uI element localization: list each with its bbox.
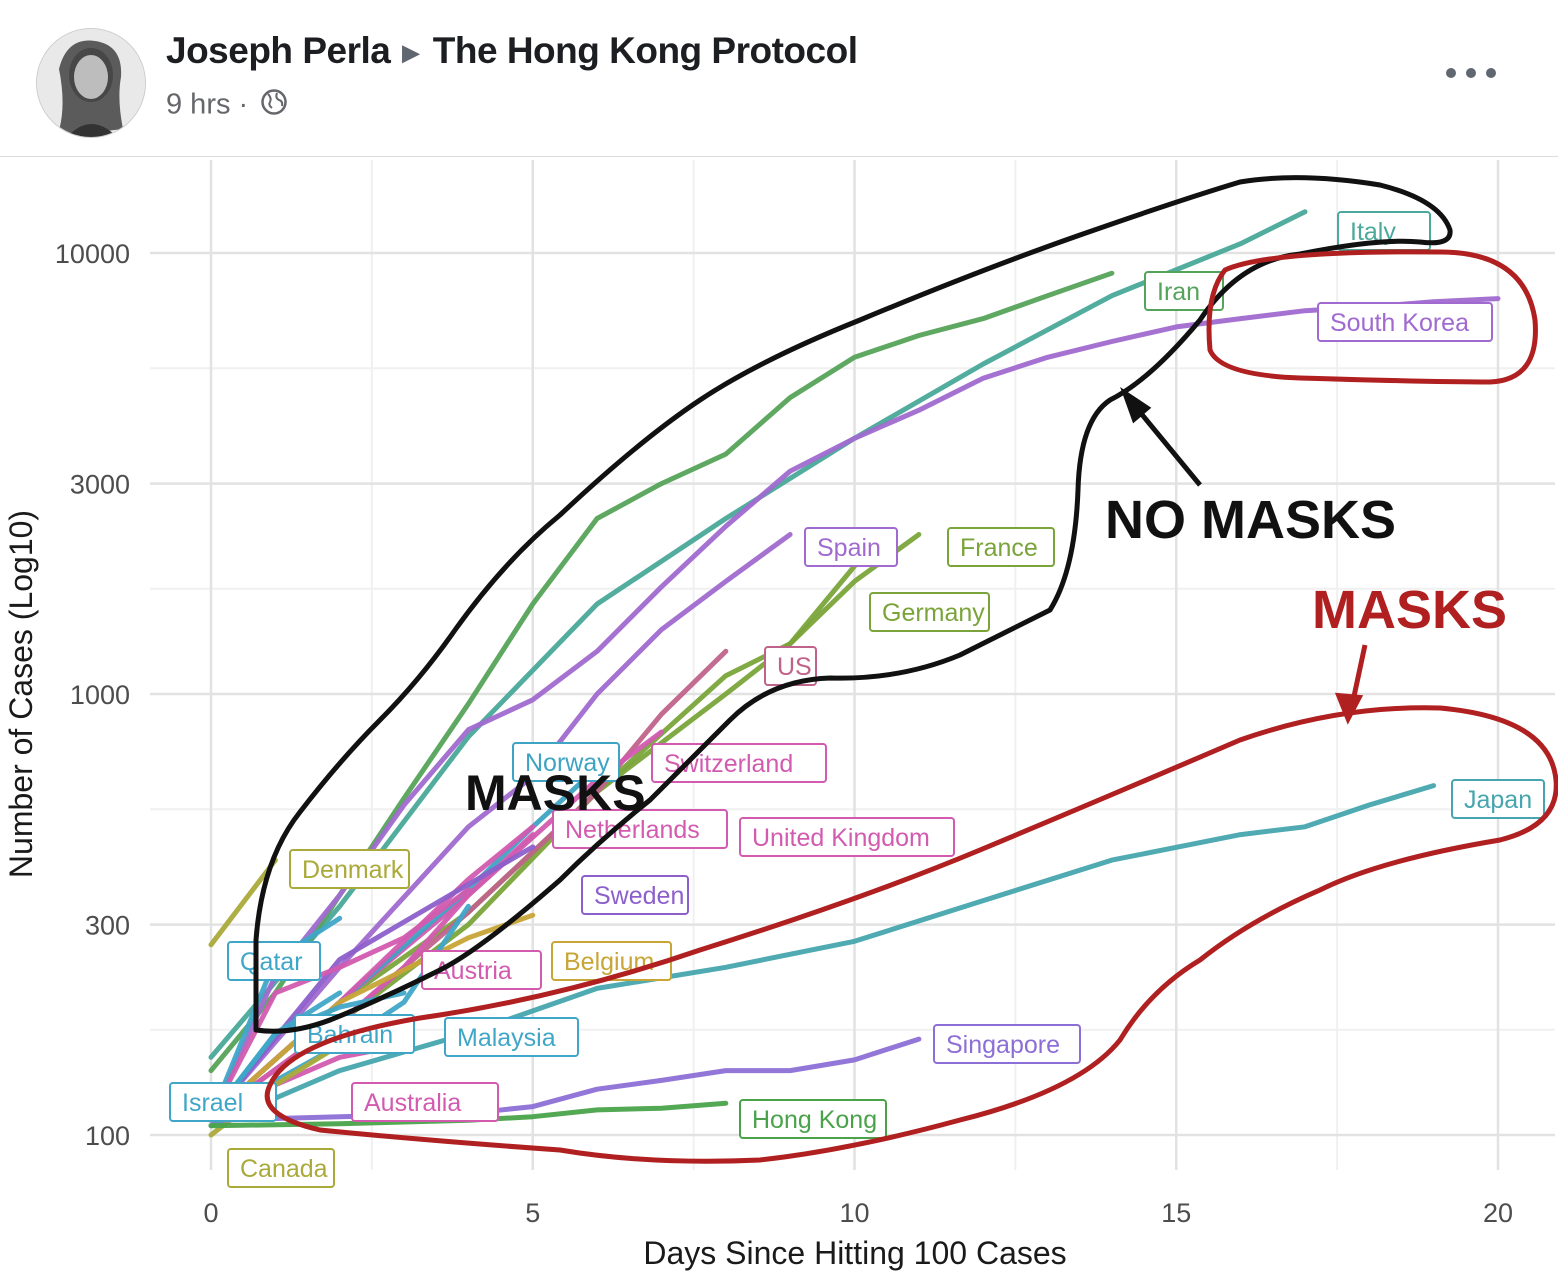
series-label-text: Austria bbox=[434, 957, 512, 985]
series-label-text: US bbox=[777, 653, 812, 681]
y-tick-label: 10000 bbox=[55, 239, 130, 269]
axes: 0 5 10 15 20 100 300 1000 3000 10000 Days Since Hi… bbox=[3, 239, 1513, 1271]
series-label-iran: Iran bbox=[1144, 271, 1224, 311]
series-label-text: South Korea bbox=[1330, 309, 1469, 337]
series-line-hong-kong bbox=[208, 1100, 729, 1129]
series-label-hong-kong: Hong Kong bbox=[739, 1099, 887, 1139]
series-label-qatar: Qatar bbox=[227, 941, 321, 981]
series-label-text: Sweden bbox=[594, 882, 684, 910]
series-label-canada: Canada bbox=[227, 1148, 335, 1188]
series-label-denmark: Denmark bbox=[289, 849, 410, 889]
series-label-spain: Spain bbox=[804, 527, 898, 567]
series-label-box bbox=[512, 742, 620, 782]
series-line-spain bbox=[208, 532, 793, 1120]
series-label-box bbox=[351, 1082, 499, 1122]
series-label-switzerland: Switzerland bbox=[651, 743, 827, 783]
masks-top-outline bbox=[1206, 249, 1538, 385]
series-label-norway: Norway bbox=[512, 742, 620, 782]
series-label-austria: Austria bbox=[421, 950, 542, 990]
masks-arrowhead bbox=[1334, 692, 1364, 725]
more-options-icon[interactable] bbox=[1440, 52, 1502, 92]
x-tick-label: 20 bbox=[1483, 1198, 1513, 1228]
arrow-right-icon: ▶ bbox=[402, 40, 419, 66]
masks-red-label: MASKS bbox=[1312, 580, 1507, 640]
series-label-box bbox=[289, 849, 410, 889]
group-name[interactable]: The Hong Kong Protocol bbox=[432, 30, 858, 71]
x-tick-label: 15 bbox=[1161, 1198, 1191, 1228]
series-label-japan: Japan bbox=[1451, 779, 1545, 819]
series-label-singapore: Singapore bbox=[933, 1024, 1081, 1064]
no-masks-label: NO MASKS bbox=[1105, 490, 1396, 550]
post-header: Joseph Perla ▶ The Hong Kong Protocol 9 hr… bbox=[0, 0, 1558, 157]
series-label-box bbox=[421, 950, 542, 990]
x-tick-label: 5 bbox=[525, 1198, 540, 1228]
y-axis-title: Number of Cases (Log10) bbox=[3, 510, 39, 878]
series-label-text: Denmark bbox=[302, 856, 404, 884]
series-label-united-kingdom: United Kingdom bbox=[739, 817, 955, 857]
series-label-france: France bbox=[947, 527, 1055, 567]
no-masks-outline bbox=[253, 175, 1453, 1034]
avatar[interactable] bbox=[36, 28, 146, 138]
series-label-text: Germany bbox=[882, 599, 985, 627]
series-label-box bbox=[444, 1017, 579, 1057]
author-name[interactable]: Joseph Perla bbox=[166, 30, 391, 71]
series-label-text: Norway bbox=[525, 749, 610, 777]
series-label-box bbox=[169, 1082, 277, 1122]
series-label-text: Malaysia bbox=[457, 1024, 556, 1052]
series-label-text: Hong Kong bbox=[752, 1106, 877, 1134]
series-label-text: France bbox=[960, 534, 1038, 562]
post-time[interactable]: 9 hrs · bbox=[166, 88, 249, 121]
x-axis-title: Days Since Hitting 100 Cases bbox=[643, 1235, 1066, 1271]
series-label-text: United Kingdom bbox=[752, 824, 930, 852]
post-meta: 9 hrs · bbox=[166, 88, 288, 124]
series-label-text: Netherlands bbox=[565, 816, 700, 844]
chart: 0 5 10 15 20 100 300 1000 3000 10000 Days Since Hi… bbox=[3, 160, 1558, 1271]
no-masks-arrowhead bbox=[1120, 386, 1152, 424]
series-line-denmark bbox=[208, 857, 278, 948]
y-tick-label: 300 bbox=[85, 911, 130, 941]
series-label-box bbox=[227, 1148, 335, 1188]
series-label-box bbox=[947, 527, 1055, 567]
series-line-sweden bbox=[208, 844, 536, 1120]
series-label-box bbox=[1317, 302, 1493, 342]
series-line-south-korea bbox=[208, 296, 1501, 1120]
series-label-germany: Germany bbox=[869, 592, 990, 632]
series-label-text: Iran bbox=[1157, 278, 1200, 306]
series-label-text: Spain bbox=[817, 534, 881, 562]
x-tick-label: 10 bbox=[839, 1198, 869, 1228]
series-label-text: Australia bbox=[364, 1089, 461, 1117]
series-label-text: Belgium bbox=[564, 948, 654, 976]
series-label-text: Canada bbox=[240, 1155, 328, 1183]
series-label-belgium: Belgium bbox=[551, 941, 672, 981]
series-label-box bbox=[227, 941, 321, 981]
series-label-box bbox=[739, 1099, 887, 1139]
globe-icon bbox=[260, 88, 288, 124]
series-label-text: Israel bbox=[182, 1089, 243, 1117]
series-label-box bbox=[804, 527, 898, 567]
series-label-south-korea: South Korea bbox=[1317, 302, 1493, 342]
series-label-box bbox=[739, 817, 955, 857]
series-line-austria bbox=[208, 887, 471, 1120]
series-label-text: Japan bbox=[1464, 786, 1532, 814]
y-tick-label: 100 bbox=[85, 1121, 130, 1151]
x-tick-label: 0 bbox=[203, 1198, 218, 1228]
series-label-box bbox=[1451, 779, 1545, 819]
annotation-layer: NO MASKS MASKS MASKS bbox=[253, 175, 1558, 1164]
series-label-malaysia: Malaysia bbox=[444, 1017, 579, 1057]
series-label-box bbox=[581, 875, 689, 915]
series-label-box bbox=[933, 1024, 1081, 1064]
series-label-sweden: Sweden bbox=[581, 875, 689, 915]
series-label-text: Singapore bbox=[946, 1031, 1060, 1059]
series-label-box bbox=[869, 592, 990, 632]
series-line-italy bbox=[208, 209, 1308, 1060]
series-label-text: Qatar bbox=[240, 948, 303, 976]
masks-bottom-outline bbox=[264, 705, 1558, 1164]
series-label-australia: Australia bbox=[351, 1082, 499, 1122]
masks-black-label: MASKS bbox=[465, 765, 646, 821]
y-tick-label: 3000 bbox=[70, 470, 130, 500]
post-title: Joseph Perla ▶ The Hong Kong Protocol bbox=[166, 30, 858, 72]
series-label-israel: Israel bbox=[169, 1082, 277, 1122]
y-tick-label: 1000 bbox=[70, 680, 130, 710]
